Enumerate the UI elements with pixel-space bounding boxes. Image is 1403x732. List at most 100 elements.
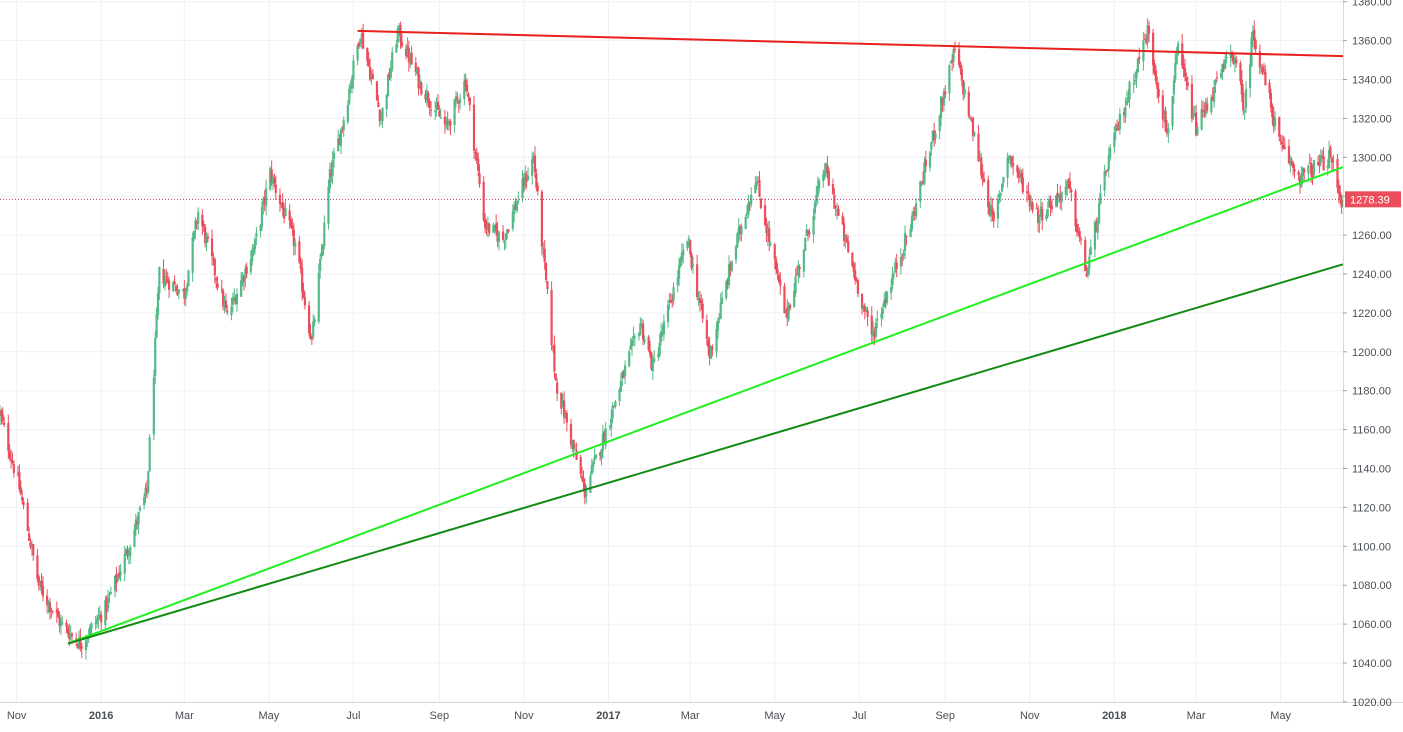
candle-body — [1138, 56, 1141, 60]
candle-body — [215, 277, 218, 281]
candle-body — [824, 163, 828, 171]
candle-body — [459, 98, 462, 103]
candle-body — [118, 572, 121, 577]
candle-body — [978, 157, 981, 162]
candle-body — [478, 173, 481, 185]
candle-body — [696, 264, 699, 297]
candle-body — [77, 637, 81, 647]
candle-body — [1321, 155, 1324, 157]
y-tick-label: 1020.00 — [1352, 697, 1392, 709]
candle-body — [715, 328, 718, 352]
candle-body — [48, 602, 51, 612]
candle-body — [1300, 175, 1303, 187]
candle-body — [418, 80, 422, 86]
candle-body — [129, 547, 132, 557]
candle-body — [798, 267, 801, 269]
candle-body — [1084, 239, 1087, 272]
candle-body — [496, 231, 499, 242]
candle-body — [1183, 68, 1187, 77]
candle-body — [385, 94, 388, 110]
candle-body — [1093, 221, 1097, 250]
candle-body — [1316, 162, 1320, 165]
candle-body — [313, 319, 316, 323]
candle-body — [22, 501, 25, 506]
candle-body — [872, 329, 875, 337]
candle-body — [930, 142, 933, 150]
candle-body — [1104, 171, 1108, 173]
candle-body — [750, 194, 753, 205]
x-tick-label: Mar — [1187, 710, 1206, 722]
candle-body — [12, 464, 15, 473]
candle-body — [952, 48, 955, 62]
candle-body — [362, 32, 365, 49]
candle-body — [526, 175, 530, 181]
candle-body — [36, 555, 39, 580]
candle-body — [428, 100, 431, 108]
candle-body — [593, 456, 596, 461]
candle-body — [116, 575, 119, 581]
candle-body — [134, 519, 137, 530]
candle-body — [1, 414, 4, 421]
candle-body — [123, 553, 126, 574]
candle-body — [1164, 110, 1167, 131]
candle-body — [1211, 96, 1214, 100]
candle-body — [1107, 155, 1110, 170]
x-tick-label: 2018 — [1102, 710, 1126, 722]
candle-body — [167, 280, 171, 290]
candle-body — [1135, 71, 1138, 79]
candle-body — [222, 290, 225, 307]
candle-body — [726, 280, 729, 285]
candle-body — [1190, 83, 1194, 119]
candle-body — [1143, 38, 1146, 40]
candle-body — [156, 293, 160, 315]
candle-body — [1171, 96, 1174, 127]
candle-body — [1339, 192, 1342, 200]
candle-body — [231, 297, 234, 306]
candle-body — [201, 214, 204, 227]
candle-body — [482, 181, 485, 221]
candle-body — [556, 382, 559, 394]
candle-body — [396, 27, 399, 43]
candle-body — [734, 246, 738, 260]
candle-body — [1007, 155, 1011, 161]
candle-body — [371, 74, 374, 80]
candle-body — [873, 332, 876, 337]
candle-body — [1312, 160, 1315, 175]
candle-body — [773, 244, 776, 260]
candle-body — [536, 185, 539, 192]
candle-body — [1273, 118, 1277, 127]
candle-body — [127, 553, 130, 556]
candle-body — [787, 306, 790, 320]
candle-body — [1017, 169, 1020, 178]
candle-body — [1095, 224, 1098, 231]
candle-body — [504, 233, 507, 241]
candle-body — [434, 110, 437, 113]
candle-body — [901, 257, 904, 259]
candle-body — [1097, 203, 1101, 224]
candle-body — [905, 235, 908, 238]
candle-body — [953, 49, 957, 51]
candle-body — [1340, 199, 1343, 208]
candle-body — [899, 257, 902, 267]
candle-body — [294, 242, 297, 247]
candle-body — [51, 610, 54, 612]
candle-body — [1271, 105, 1274, 118]
candle-body — [513, 206, 516, 214]
candle-body — [1068, 181, 1072, 189]
candle-body — [522, 177, 525, 187]
candle-body — [1307, 165, 1310, 174]
candle-body — [137, 512, 140, 525]
candle-body — [1039, 206, 1042, 216]
candle-body — [915, 203, 918, 217]
candle-body — [551, 346, 555, 348]
candle-body — [720, 297, 724, 304]
candle-body — [302, 290, 305, 298]
candle-body — [736, 233, 739, 248]
candle-body — [610, 418, 613, 429]
candle-body — [989, 204, 993, 217]
candle-body — [881, 308, 884, 314]
candle-body — [88, 626, 92, 635]
candle-body — [590, 465, 593, 474]
